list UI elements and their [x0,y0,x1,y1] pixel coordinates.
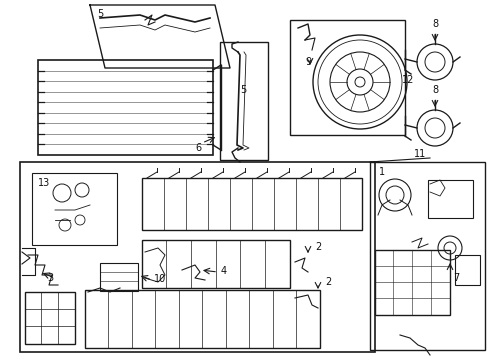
Text: 2: 2 [315,242,321,252]
Text: 6: 6 [195,143,201,153]
Text: 5: 5 [97,9,103,19]
Bar [32,173,117,245]
Text: 7: 7 [453,273,459,283]
Bar [38,60,213,155]
Bar [220,42,268,160]
Bar [290,20,405,135]
Bar [375,250,450,315]
Bar [142,178,362,230]
Text: 8: 8 [432,85,438,95]
Bar [455,255,480,285]
Bar [85,290,320,348]
Bar [428,180,473,218]
Text: 1: 1 [379,167,385,177]
Bar [20,162,375,352]
Text: 4: 4 [221,266,227,276]
Text: 5: 5 [240,85,246,95]
Text: 13: 13 [38,178,50,188]
Bar [100,263,138,291]
Text: 10: 10 [154,274,166,284]
Text: 8: 8 [432,19,438,29]
Text: 3: 3 [47,273,53,283]
Text: 11: 11 [414,149,426,159]
Text: 9: 9 [305,57,311,67]
Text: 2: 2 [325,277,331,287]
Bar [142,240,290,288]
Bar [370,162,485,350]
Bar [25,292,75,344]
Text: 12: 12 [402,75,414,85]
